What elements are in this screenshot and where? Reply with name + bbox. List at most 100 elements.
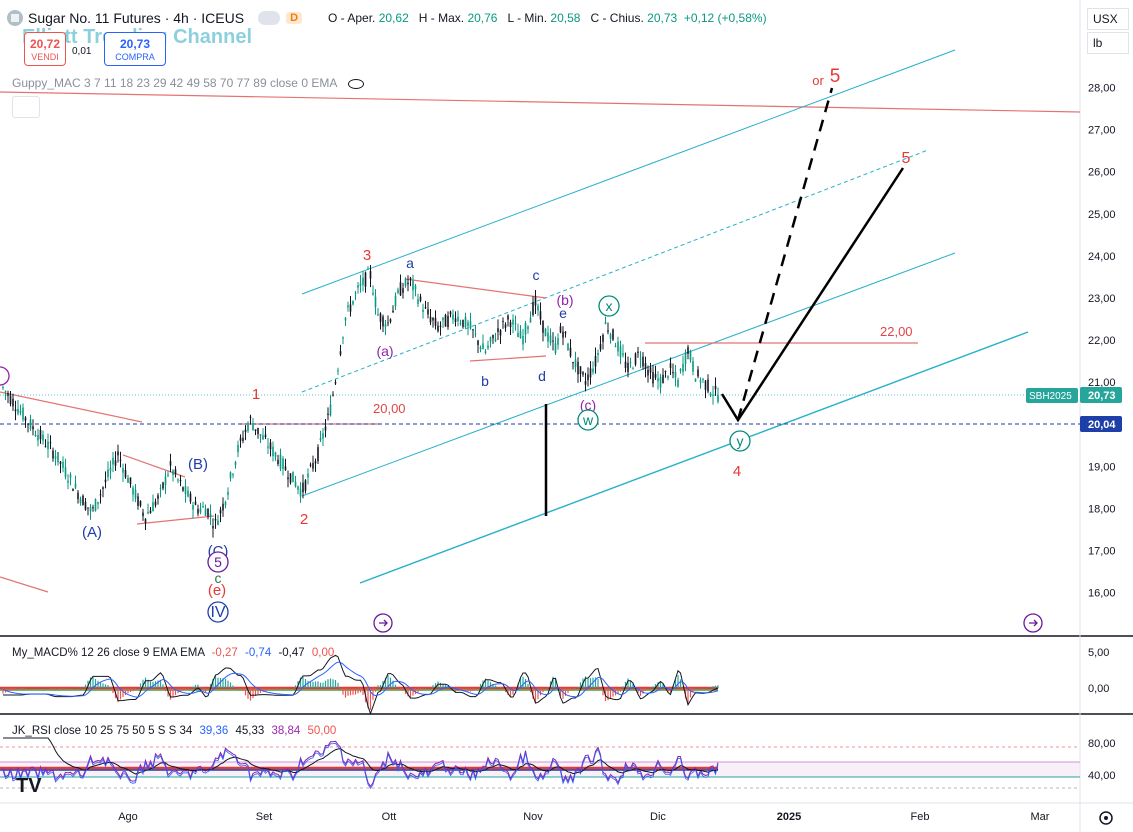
candle-body bbox=[624, 361, 627, 368]
candle bbox=[564, 331, 567, 338]
candle-body bbox=[132, 487, 134, 495]
candle bbox=[479, 345, 482, 353]
candle bbox=[119, 451, 122, 468]
candle bbox=[194, 496, 197, 506]
candle-body bbox=[7, 393, 9, 396]
candle-body bbox=[379, 313, 382, 322]
hidden-eye-icon[interactable] bbox=[348, 78, 365, 89]
candle bbox=[279, 448, 282, 472]
candle-body bbox=[314, 461, 317, 464]
candle bbox=[649, 362, 652, 380]
candle bbox=[2, 385, 4, 391]
eye-toggle-icon[interactable] bbox=[258, 11, 281, 25]
candle-body bbox=[237, 444, 239, 453]
candle-body bbox=[192, 505, 194, 510]
candle bbox=[579, 366, 582, 382]
candle bbox=[47, 433, 49, 458]
candle-body bbox=[427, 309, 429, 315]
macd-title[interactable]: My_MACD% 12 26 close 9 EMA EMA -0,27 -0,… bbox=[12, 647, 335, 659]
candle-body bbox=[309, 464, 312, 466]
candle-body bbox=[247, 425, 249, 431]
wave-IV: IV bbox=[210, 604, 225, 621]
candle bbox=[657, 371, 659, 390]
candle-body bbox=[634, 353, 637, 365]
candle bbox=[104, 471, 107, 489]
candle-body bbox=[89, 507, 92, 512]
candle-body bbox=[469, 321, 472, 329]
candle-body bbox=[102, 487, 104, 489]
candle-body bbox=[654, 373, 657, 378]
candle-body bbox=[239, 437, 242, 441]
candle bbox=[244, 425, 247, 441]
candle bbox=[664, 370, 667, 378]
candle bbox=[492, 334, 494, 344]
candle bbox=[474, 324, 477, 338]
candle-body bbox=[252, 424, 254, 431]
candle bbox=[409, 276, 412, 287]
candle bbox=[572, 361, 574, 370]
base-channel-line bbox=[359, 331, 1029, 584]
candle-body bbox=[669, 363, 672, 369]
candle-body bbox=[364, 272, 367, 287]
candle bbox=[247, 421, 249, 433]
candle bbox=[179, 475, 182, 487]
symbol-header: Sugar No. 11 Futures · 4h · ICEUS D O - … bbox=[6, 6, 767, 30]
candle bbox=[612, 328, 614, 341]
candle bbox=[169, 453, 172, 473]
candle bbox=[624, 352, 627, 373]
candle bbox=[532, 296, 534, 317]
candle-body bbox=[284, 466, 287, 471]
candle-body bbox=[542, 320, 544, 333]
candle bbox=[687, 344, 689, 360]
candle bbox=[392, 305, 394, 313]
candle-body bbox=[162, 482, 164, 489]
candle-body bbox=[389, 319, 392, 322]
candle-body bbox=[59, 461, 62, 464]
candle bbox=[264, 425, 267, 440]
buy-button[interactable]: 20,73 COMPRA bbox=[104, 32, 166, 66]
candle bbox=[467, 319, 469, 336]
unit-selector[interactable]: lb bbox=[1087, 32, 1129, 54]
candle bbox=[282, 456, 284, 476]
sell-button[interactable]: 20,72 VENDI bbox=[24, 32, 66, 66]
candle-body bbox=[339, 351, 342, 355]
candle bbox=[477, 339, 479, 354]
candle-body bbox=[619, 346, 622, 357]
candle-body bbox=[429, 316, 432, 323]
jump-arrow-icon bbox=[1029, 619, 1038, 627]
candle-body bbox=[2, 386, 4, 388]
candle-body bbox=[262, 435, 264, 440]
candle bbox=[129, 477, 132, 488]
candle-body bbox=[362, 277, 364, 285]
triangle-lower bbox=[136, 515, 215, 525]
candle bbox=[414, 283, 417, 297]
candle-body bbox=[114, 460, 117, 466]
candle-body bbox=[269, 442, 272, 450]
candle-body bbox=[589, 368, 592, 378]
wave-e-red: (e) bbox=[208, 582, 226, 599]
candle-body bbox=[117, 451, 119, 456]
candle bbox=[99, 489, 102, 504]
candle-body bbox=[49, 442, 52, 444]
candle-body bbox=[517, 332, 519, 338]
ohlc-readout: O - Aper. 20,62 H - Max. 20,76 L - Min. … bbox=[328, 11, 767, 25]
candle-body bbox=[164, 476, 167, 486]
currency-selector[interactable]: USX bbox=[1087, 8, 1129, 30]
candle-body bbox=[422, 309, 424, 313]
wave-e: e bbox=[559, 305, 567, 321]
price-tick-label: 27,00 bbox=[1088, 125, 1116, 137]
candle-body bbox=[67, 480, 69, 483]
candle-body bbox=[549, 335, 552, 344]
candle-body bbox=[439, 325, 442, 327]
symbol-title[interactable]: Sugar No. 11 Futures · 4h · ICEUS bbox=[28, 10, 245, 26]
candle bbox=[689, 349, 692, 363]
price-tick-label: 17,00 bbox=[1088, 546, 1116, 558]
rsi-title[interactable]: JK_RSI close 10 25 75 50 5 S S 34 39,36 … bbox=[12, 725, 337, 737]
guppy-indicator-label[interactable]: Guppy_MAC 3 7 11 18 23 29 42 49 58 70 77… bbox=[12, 76, 365, 90]
candle-body bbox=[599, 344, 602, 350]
candle-body bbox=[554, 343, 557, 354]
candle-body bbox=[382, 316, 384, 327]
triangle-b-lower bbox=[469, 355, 547, 362]
collapse-indicators-button[interactable] bbox=[12, 96, 40, 118]
